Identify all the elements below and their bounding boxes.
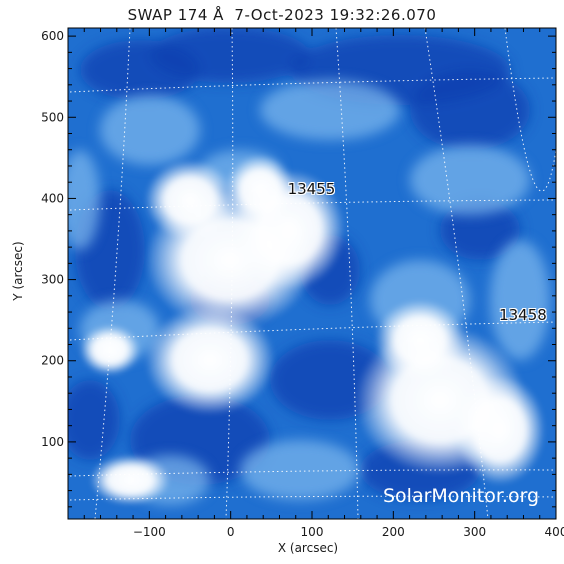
diffuse-emission	[490, 240, 550, 360]
longitude-grid-line	[94, 28, 131, 519]
y-tick-label: 600	[41, 29, 64, 43]
longitude-grid-line	[335, 28, 359, 519]
latitude-grid-line	[69, 199, 556, 211]
diffuse-emission	[240, 440, 360, 500]
dark-region	[68, 380, 120, 460]
y-tick-label: 400	[41, 191, 64, 205]
latitude-grid-line	[69, 469, 556, 477]
latitude-grid-line	[69, 495, 556, 501]
y-axis-label: Y (arcsec)	[11, 241, 25, 301]
x-axis-label: X (arcsec)	[277, 541, 339, 555]
y-tick-label: 100	[41, 435, 64, 449]
active-region-label: 13455	[287, 180, 336, 199]
active-region-label: 13458	[499, 306, 547, 325]
bright-loop-region	[145, 305, 275, 415]
x-tick-label: −100	[133, 525, 166, 539]
bright-loop-region	[145, 160, 235, 240]
y-tick-label: 300	[41, 273, 64, 287]
bright-loop-region	[455, 375, 545, 485]
longitude-grid-line	[424, 28, 489, 519]
x-tick-label: 400	[545, 525, 564, 539]
x-tick-label: 0	[227, 525, 235, 539]
diffuse-emission	[410, 145, 530, 215]
x-tick-label: 100	[301, 525, 324, 539]
latitude-grid-line	[69, 77, 556, 93]
dark-region	[440, 200, 520, 260]
y-tick-label: 200	[41, 354, 64, 368]
diffuse-emission	[68, 150, 100, 250]
longitude-grid-line	[225, 28, 234, 519]
diffuse-emission	[100, 95, 200, 165]
euv-image	[68, 28, 556, 519]
latitude-grid-line	[69, 321, 556, 341]
figure-title: SWAP 174 Å 7-Oct-2023 19:32:26.070	[127, 6, 437, 24]
bright-loop-region	[375, 300, 465, 380]
x-tick-label: 200	[382, 525, 405, 539]
y-tick-label: 500	[41, 110, 64, 124]
x-tick-label: 300	[463, 525, 486, 539]
bright-loop-region	[90, 455, 170, 505]
solarmonitor-watermark: SolarMonitor.org	[383, 485, 540, 507]
dark-region	[150, 28, 310, 83]
bright-loop-region	[225, 155, 295, 225]
bright-loop-region	[80, 325, 140, 375]
dark-region	[410, 70, 530, 150]
diffuse-emission	[260, 80, 400, 140]
